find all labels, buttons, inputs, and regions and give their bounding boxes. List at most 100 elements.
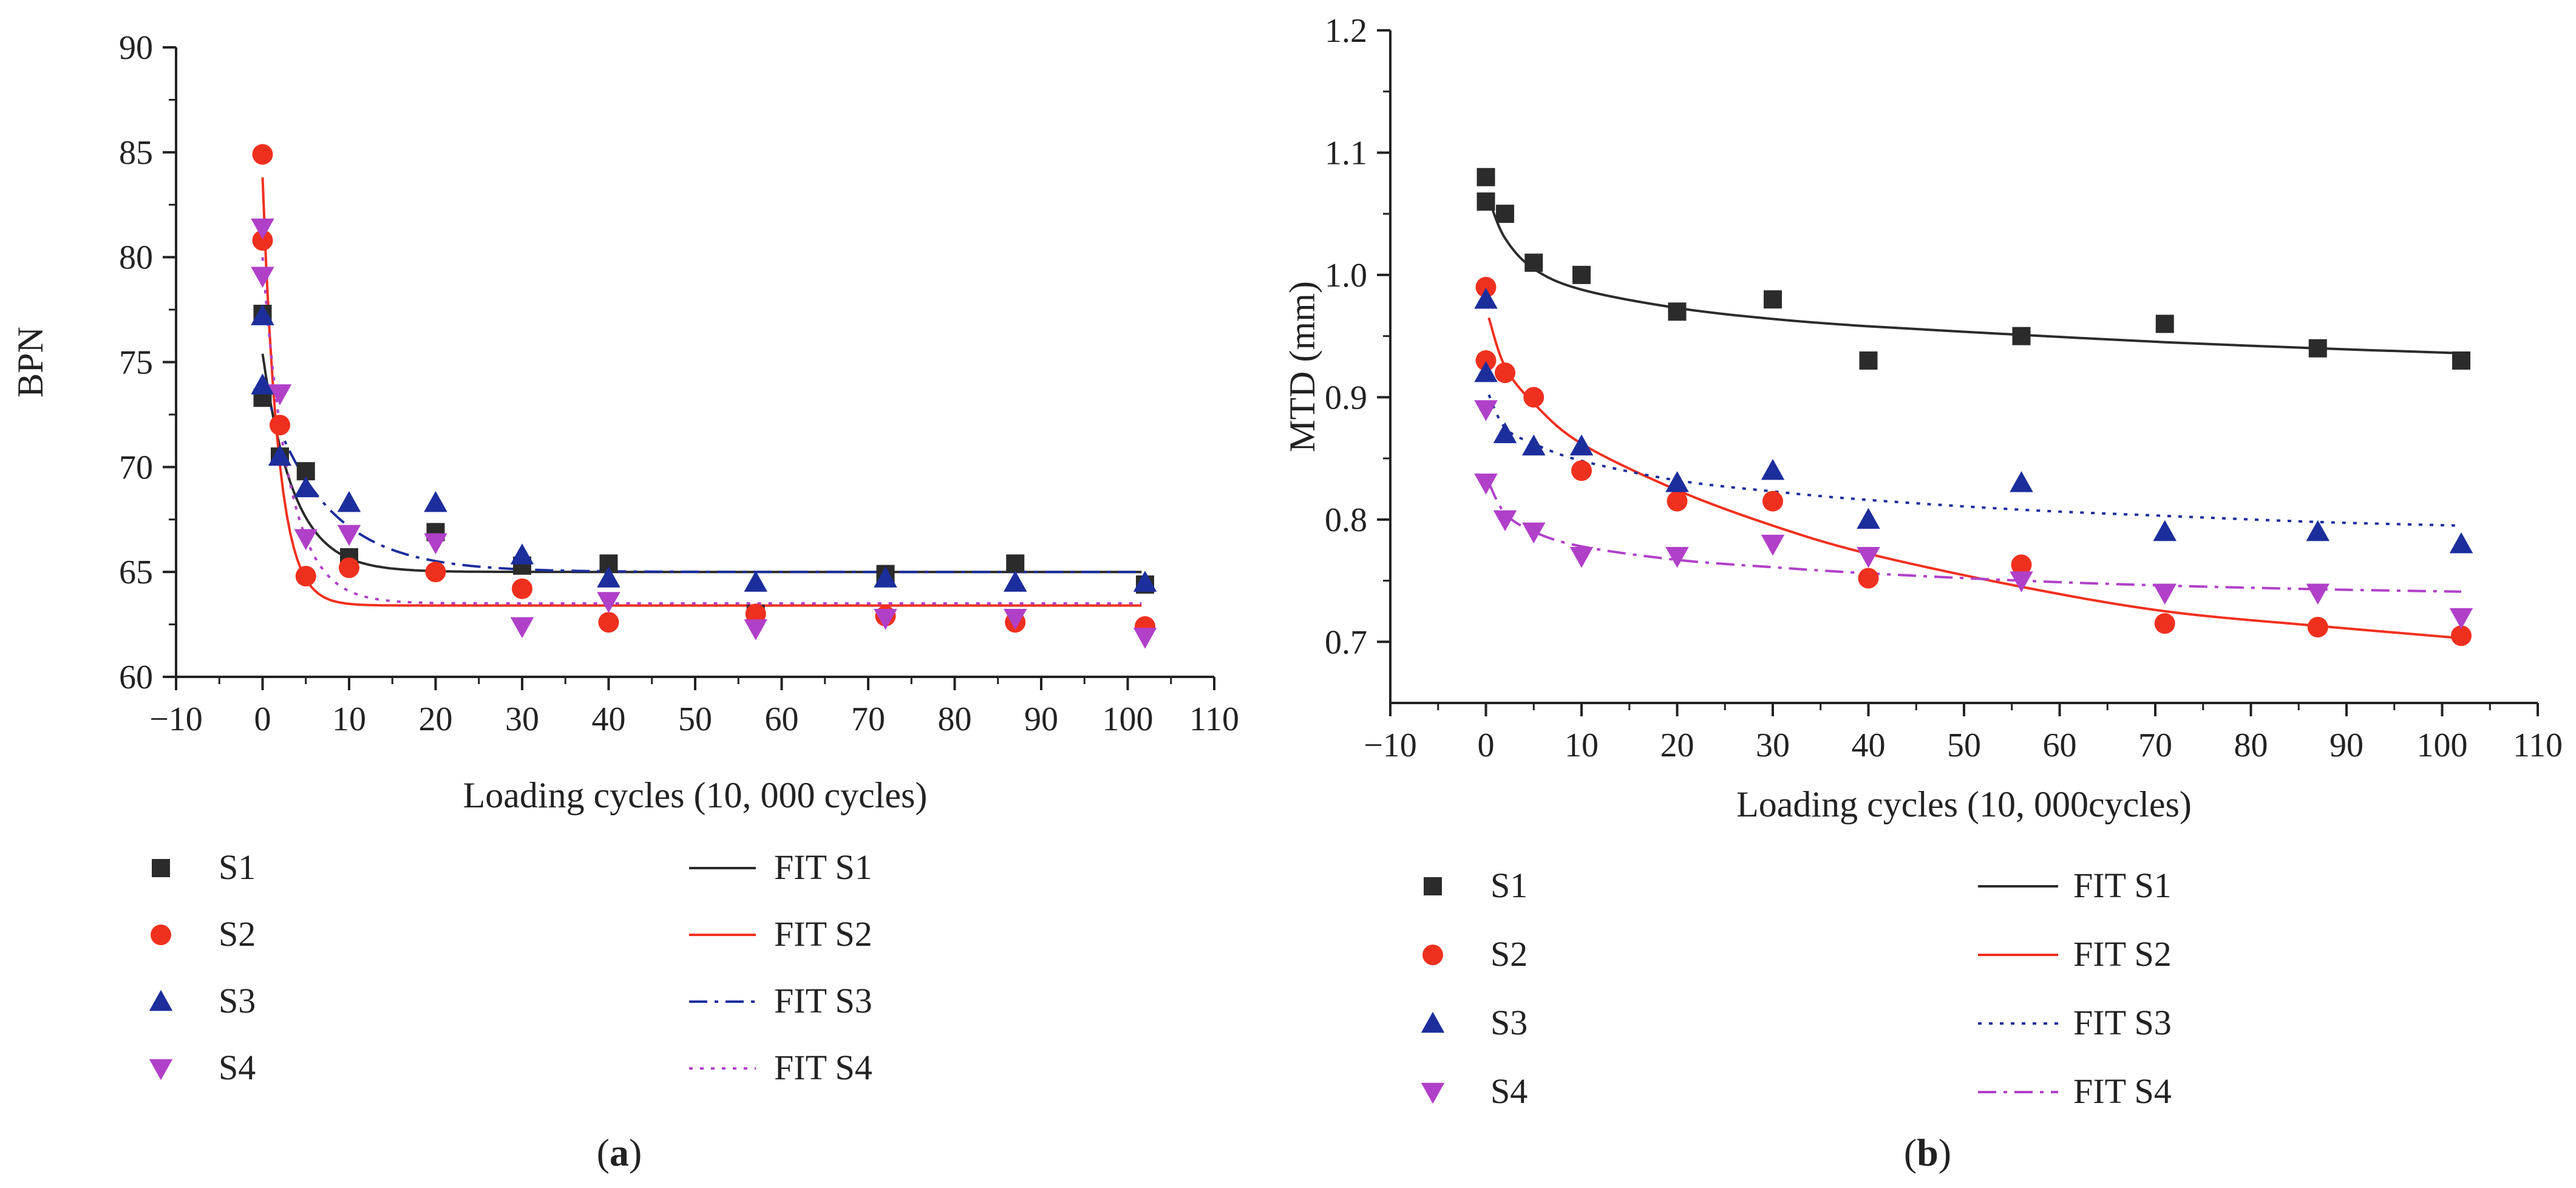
data-point-s2: [598, 612, 619, 633]
legend-marker-s3: [1421, 1011, 1445, 1033]
x-tick-label: 110: [1189, 701, 1239, 738]
x-tick-label: 0: [1478, 727, 1495, 764]
data-point-s4: [268, 384, 292, 406]
data-point-s3: [1474, 361, 1498, 382]
series-s4: [251, 219, 1157, 649]
x-tick-label: 0: [254, 701, 271, 738]
x-tick-label: 60: [2043, 727, 2077, 764]
data-point-s2: [1858, 568, 1879, 589]
x-tick-label: 100: [1103, 701, 1154, 738]
series-s2: [1475, 277, 2472, 647]
data-point-s2: [1762, 490, 1783, 512]
legend-marker-s2: [151, 925, 171, 945]
data-point-s3: [744, 571, 767, 592]
data-point-s2: [295, 566, 316, 587]
chart-panel-b: −10 0 10 20 30 40 50 60 70 80 90 100 110 0.7 0.8 0.9 1.0…: [1282, 12, 2563, 1174]
legend-marker-s1: [1424, 877, 1442, 895]
y-tick-label: 0.7: [1325, 623, 1367, 661]
chart-panel-a: −10 0 10 20 30 40 50 60 70 80 90 100 110 60 65 70 75 80 85…: [10, 29, 1239, 1174]
data-point-s4: [251, 266, 274, 288]
y-axis-label: MTD (mm): [1282, 281, 1322, 452]
series-s3: [1474, 287, 2473, 554]
data-point-s3: [1761, 458, 1785, 480]
legend-marker-s2: [1422, 945, 1443, 965]
fit-curve-fit-s1: [261, 353, 1142, 574]
x-tick-label: 80: [2234, 727, 2268, 764]
data-point-s4: [874, 608, 897, 630]
legend-label-fit-s1: FIT S1: [2073, 866, 2172, 905]
data-point-s2: [252, 144, 273, 165]
data-point-s4: [251, 219, 274, 240]
x-tick-label: −10: [1364, 727, 1417, 764]
panel-caption: (a): [597, 1131, 642, 1174]
data-point-s1: [1764, 290, 1782, 309]
data-point-s4: [1474, 474, 1498, 495]
legend-marker-s1: [152, 859, 170, 877]
fit-curve-fit-s4: [261, 257, 1142, 605]
fit-curve-fit-s4: [1487, 482, 2462, 593]
data-point-s1: [2012, 327, 2031, 345]
legend-label-fit-s2: FIT S2: [774, 914, 872, 954]
data-point-s1: [1572, 265, 1591, 284]
data-point-s2: [2011, 554, 2032, 575]
data-point-s2: [252, 230, 273, 251]
data-point-s4: [744, 619, 767, 640]
legend-label-fit-s2: FIT S2: [2073, 934, 2172, 974]
panel-caption: (b): [1904, 1131, 1951, 1174]
data-point-s4: [2449, 608, 2473, 630]
data-point-s1: [1496, 205, 1514, 223]
data-point-s3: [1857, 507, 1880, 529]
legend-marker-s4: [1421, 1082, 1445, 1104]
data-point-s3: [251, 373, 274, 395]
x-axis-label: Loading cycles (10, 000cycles): [1736, 784, 2192, 824]
data-point-s3: [337, 490, 361, 512]
data-point-s3: [2153, 520, 2177, 541]
data-point-s1: [2155, 314, 2174, 333]
legend: S1 S2 S3 S4 FIT S1 FIT S2 FIT S3 FIT S4: [1421, 866, 2172, 1111]
legend-label-fit-s4: FIT S4: [2073, 1071, 2172, 1111]
x-tick-label: 70: [2138, 727, 2172, 764]
data-point-s3: [1569, 434, 1594, 456]
data-point-s3: [874, 566, 897, 588]
legend-label-s1: S1: [219, 847, 256, 887]
fit-curve-fit-s2: [1487, 317, 2462, 640]
data-point-s1: [1477, 192, 1495, 211]
y-tick-label: 1.1: [1325, 134, 1367, 172]
legend-label-s3: S3: [1490, 1003, 1528, 1042]
x-tick-label: 70: [851, 701, 885, 738]
x-tick-label: 50: [1947, 727, 1981, 764]
x-tick-label: 50: [678, 701, 712, 738]
x-tick-label: 90: [2330, 727, 2364, 764]
x-tick-label: 80: [938, 701, 972, 738]
x-axis-label: Loading cycles (10, 000 cycles): [463, 775, 928, 815]
data-point-s4: [1761, 534, 1785, 556]
y-tick-label: 60: [119, 659, 153, 696]
data-point-s1: [1859, 351, 1878, 370]
legend-label-fit-s4: FIT S4: [774, 1048, 872, 1087]
fit-curve-fit-s1: [1487, 199, 2462, 355]
x-tick-label: 60: [765, 701, 799, 738]
data-point-s2: [2154, 613, 2175, 634]
data-point-s2: [745, 603, 766, 625]
data-point-s4: [1569, 547, 1594, 568]
data-point-s4: [1665, 547, 1689, 568]
legend-label-s2: S2: [1490, 934, 1528, 974]
legend-label-s1: S1: [1490, 866, 1528, 905]
series-s1: [1477, 168, 2470, 370]
y-tick-label: 70: [119, 449, 153, 486]
data-point-s3: [510, 543, 534, 565]
y-tick-label: 75: [119, 344, 153, 382]
x-tick-label: 40: [592, 701, 626, 738]
y-tick-label: 1.2: [1325, 12, 1367, 50]
x-tick-label: 100: [2417, 727, 2468, 764]
data-point-s3: [424, 490, 447, 512]
data-point-s1: [1524, 253, 1543, 272]
data-point-s2: [339, 557, 359, 579]
data-point-s2: [1571, 460, 1592, 481]
data-point-s1: [2452, 351, 2470, 370]
data-point-s3: [294, 476, 318, 498]
data-point-s4: [2153, 583, 2177, 605]
y-tick-label: 1.0: [1325, 257, 1367, 294]
y-tick-label: 0.8: [1325, 501, 1367, 539]
x-tick-label: 30: [1756, 727, 1790, 764]
